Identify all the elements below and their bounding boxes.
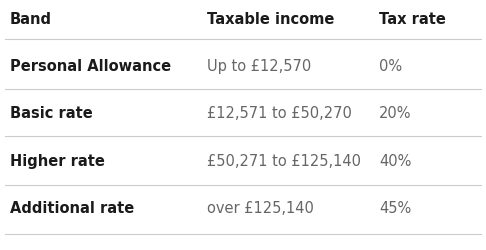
Text: Basic rate: Basic rate [10,106,92,121]
Text: 0%: 0% [379,59,402,74]
Text: over £125,140: over £125,140 [207,201,313,216]
Text: Higher rate: Higher rate [10,154,104,169]
Text: 20%: 20% [379,106,412,121]
Text: 40%: 40% [379,154,412,169]
Text: 45%: 45% [379,201,411,216]
Text: Taxable income: Taxable income [207,12,334,28]
Text: Up to £12,570: Up to £12,570 [207,59,311,74]
Text: Additional rate: Additional rate [10,201,134,216]
Text: £50,271 to £125,140: £50,271 to £125,140 [207,154,361,169]
Text: Personal Allowance: Personal Allowance [10,59,171,74]
Text: £12,571 to £50,270: £12,571 to £50,270 [207,106,351,121]
Text: Tax rate: Tax rate [379,12,446,28]
Text: Band: Band [10,12,52,28]
